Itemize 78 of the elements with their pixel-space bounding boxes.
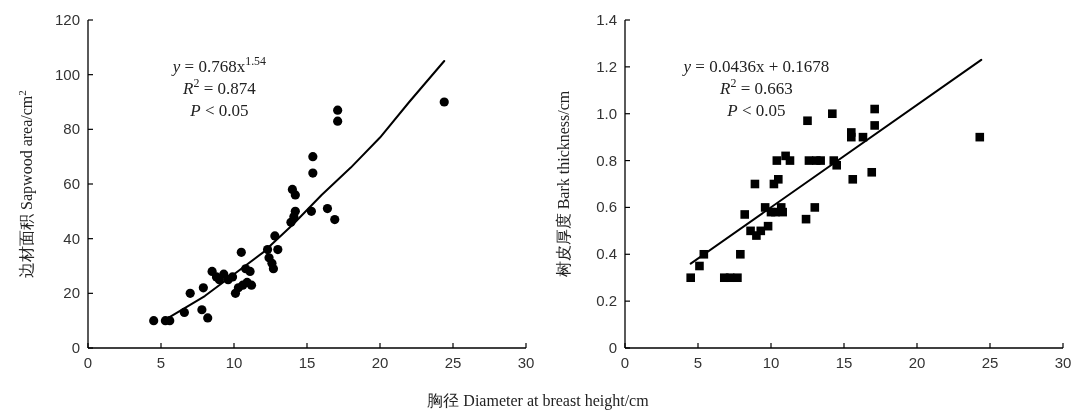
x-tick-label: 5 <box>693 354 703 371</box>
point <box>870 104 879 114</box>
point <box>774 175 783 184</box>
y-tick-label: 100 <box>54 65 80 83</box>
point <box>803 116 812 126</box>
annotation: R$^{2}$ = 0.663 <box>719 76 793 98</box>
y-tick-label: 0.2 <box>596 292 617 310</box>
point <box>333 116 343 126</box>
point <box>185 288 195 298</box>
point <box>203 313 213 323</box>
annotation: P < 0.05 <box>726 101 786 120</box>
x-tick-label: 30 <box>517 354 535 371</box>
y-tick-label: 1.4 <box>596 11 617 28</box>
x-tick-label: 25 <box>444 354 462 371</box>
x-tick-label: 20 <box>908 354 926 371</box>
point <box>290 190 300 200</box>
annotation: P < 0.05 <box>189 101 249 120</box>
point <box>268 264 279 274</box>
point <box>322 204 333 214</box>
x-tick-label: 0 <box>620 354 630 371</box>
annotation: y = 0.0436x + 0.1678 <box>681 57 830 76</box>
y-tick-label: 0.4 <box>596 245 617 263</box>
y-tick-label: 1.0 <box>596 104 617 122</box>
point <box>733 273 742 283</box>
point <box>810 203 820 212</box>
point <box>848 175 858 184</box>
annotation: y = 0.768x$^{1.54}$ <box>170 54 267 76</box>
point <box>236 247 246 257</box>
point <box>333 105 343 115</box>
point <box>756 226 766 236</box>
y-tick-label: 60 <box>63 175 80 192</box>
x-tick-label: 10 <box>762 354 780 371</box>
point <box>785 156 795 165</box>
point <box>867 167 877 177</box>
point <box>439 97 449 107</box>
point <box>290 206 300 216</box>
point <box>149 316 159 326</box>
y-tick-label: 0.6 <box>596 198 617 216</box>
x-tick-label: 5 <box>156 354 166 371</box>
x-tick-label: 20 <box>371 354 389 371</box>
y-tick-label: 40 <box>63 229 80 247</box>
point <box>816 156 825 165</box>
point <box>306 206 316 216</box>
point <box>828 109 837 119</box>
x-tick-label: 15 <box>298 354 316 371</box>
y-tick-label: 0 <box>608 339 617 356</box>
point <box>197 305 207 315</box>
point <box>198 283 208 293</box>
point <box>330 214 340 225</box>
annotation: R$^{2}$ = 0.874 <box>182 76 257 98</box>
point <box>686 273 695 283</box>
point <box>695 261 704 271</box>
point <box>832 160 841 170</box>
y-axis-title: 树皮厚度 Bark thickness/cm <box>555 90 572 278</box>
point <box>246 280 257 290</box>
point <box>847 132 856 142</box>
x-axis-title: 胸径 Diameter at breast height/cm <box>427 392 650 410</box>
point <box>740 210 750 219</box>
point <box>772 156 782 165</box>
point <box>308 168 318 178</box>
y-tick-label: 120 <box>54 11 80 28</box>
point <box>736 249 745 259</box>
x-tick-label: 15 <box>835 354 853 371</box>
point <box>870 121 879 130</box>
y-tick-label: 0 <box>71 339 80 356</box>
y-tick-label: 1.2 <box>596 57 617 75</box>
x-tick-label: 25 <box>981 354 999 371</box>
point <box>245 266 255 277</box>
point <box>273 245 283 255</box>
point <box>308 152 318 162</box>
y-tick-label: 20 <box>63 284 80 302</box>
x-tick-label: 10 <box>225 354 243 371</box>
y-tick-label: 80 <box>63 120 80 138</box>
x-tick-label: 30 <box>1054 354 1072 371</box>
point <box>778 207 787 217</box>
x-tick-label: 0 <box>83 354 93 371</box>
point <box>975 132 985 142</box>
y-tick-label: 0.8 <box>596 151 617 169</box>
